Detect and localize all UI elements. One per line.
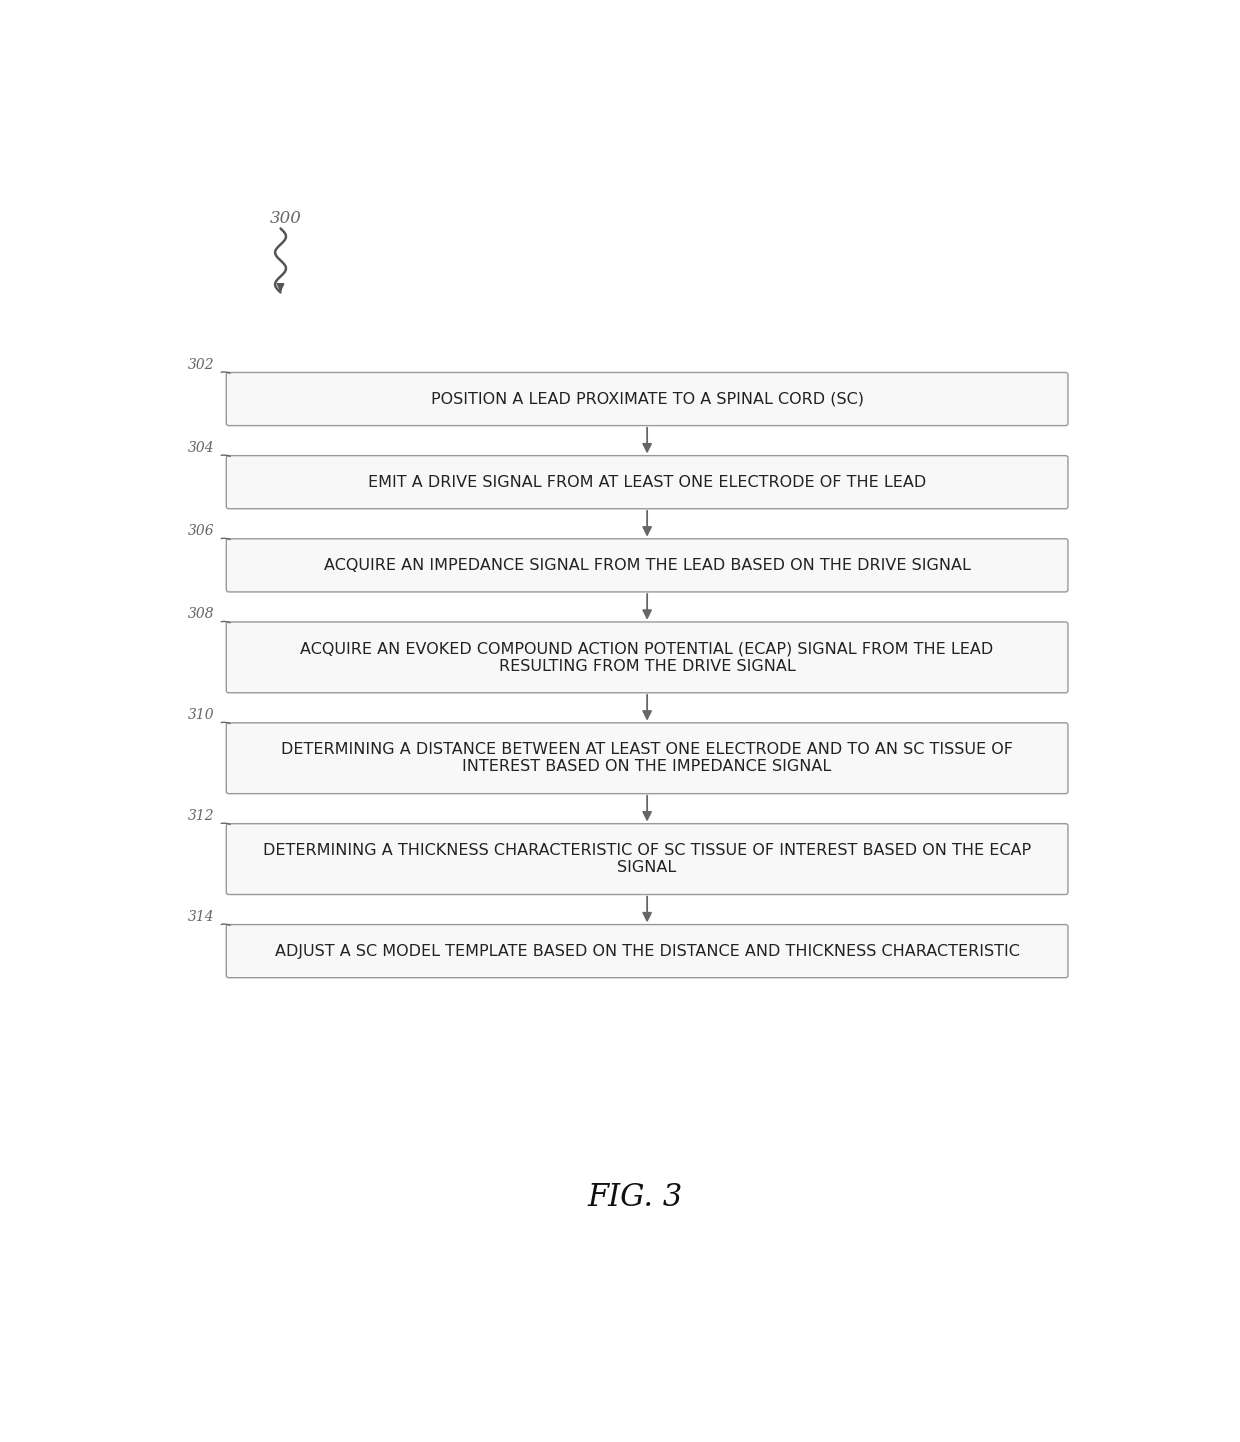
Text: EMIT A DRIVE SIGNAL FROM AT LEAST ONE ELECTRODE OF THE LEAD: EMIT A DRIVE SIGNAL FROM AT LEAST ONE EL… (368, 474, 926, 490)
Text: DETERMINING A DISTANCE BETWEEN AT LEAST ONE ELECTRODE AND TO AN SC TISSUE OF
INT: DETERMINING A DISTANCE BETWEEN AT LEAST … (281, 743, 1013, 774)
Text: DETERMINING A THICKNESS CHARACTERISTIC OF SC TISSUE OF INTEREST BASED ON THE ECA: DETERMINING A THICKNESS CHARACTERISTIC O… (263, 844, 1032, 875)
Text: POSITION A LEAD PROXIMATE TO A SPINAL CORD (SC): POSITION A LEAD PROXIMATE TO A SPINAL CO… (430, 392, 863, 407)
Text: 302: 302 (188, 358, 215, 372)
FancyBboxPatch shape (226, 456, 1068, 509)
Text: 308: 308 (188, 607, 215, 622)
Text: ADJUST A SC MODEL TEMPLATE BASED ON THE DISTANCE AND THICKNESS CHARACTERISTIC: ADJUST A SC MODEL TEMPLATE BASED ON THE … (275, 943, 1019, 959)
FancyBboxPatch shape (226, 722, 1068, 793)
Text: 312: 312 (188, 809, 215, 823)
Text: ACQUIRE AN EVOKED COMPOUND ACTION POTENTIAL (ECAP) SIGNAL FROM THE LEAD
RESULTIN: ACQUIRE AN EVOKED COMPOUND ACTION POTENT… (300, 642, 993, 673)
Text: ACQUIRE AN IMPEDANCE SIGNAL FROM THE LEAD BASED ON THE DRIVE SIGNAL: ACQUIRE AN IMPEDANCE SIGNAL FROM THE LEA… (324, 558, 971, 572)
Text: FIG. 3: FIG. 3 (588, 1181, 683, 1213)
FancyBboxPatch shape (226, 924, 1068, 978)
Text: 304: 304 (188, 441, 215, 454)
FancyBboxPatch shape (226, 622, 1068, 692)
FancyBboxPatch shape (226, 372, 1068, 425)
Text: 300: 300 (270, 211, 301, 226)
Text: 306: 306 (188, 523, 215, 538)
Text: 314: 314 (188, 910, 215, 924)
FancyBboxPatch shape (226, 539, 1068, 591)
FancyBboxPatch shape (226, 823, 1068, 894)
Text: 310: 310 (188, 708, 215, 722)
